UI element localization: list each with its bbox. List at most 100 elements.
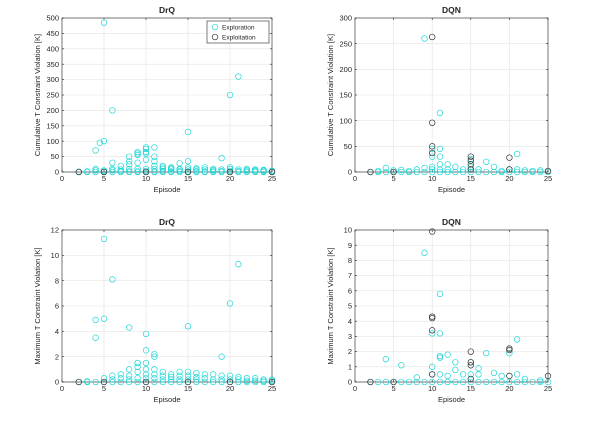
- data-point-exploration: [452, 378, 459, 386]
- legend-label-exploration: Exploration: [222, 24, 255, 31]
- data-point-exploration: [210, 371, 217, 378]
- data-point-exploration: [459, 168, 467, 176]
- data-point-exploration: [252, 377, 259, 384]
- data-point-exploration: [529, 378, 536, 386]
- panel-title: DrQ: [159, 217, 175, 227]
- data-point-exploration: [210, 376, 217, 383]
- data-point-exploration: [109, 159, 116, 166]
- series-exploration: [367, 35, 552, 176]
- data-point-exploration: [498, 167, 505, 175]
- data-point-exploration: [436, 166, 444, 173]
- data-point-exploitation: [467, 359, 474, 366]
- panel-drq-cumulative: 0 5 10 15 20 25050100150200250300350400450500…: [33, 5, 276, 194]
- data-point-exploration: [260, 376, 267, 383]
- data-point-exploration: [168, 378, 175, 386]
- data-point-exploration: [429, 330, 436, 337]
- data-point-exploration: [151, 162, 158, 169]
- data-point-exploration: [390, 167, 397, 174]
- data-point-exploration: [218, 154, 225, 162]
- data-point-exploration: [109, 376, 116, 383]
- data-point-exploration: [235, 73, 242, 80]
- data-point-exploration: [126, 366, 133, 373]
- data-point-exploration: [243, 375, 250, 382]
- data-point-exploration: [151, 366, 158, 373]
- data-point-exploration: [382, 164, 390, 172]
- data-point-exploitation: [429, 149, 436, 157]
- data-point-exploration: [513, 168, 521, 176]
- data-point-exploration: [184, 128, 192, 136]
- data-point-exploration: [151, 165, 158, 173]
- y-tick-label: 0: [55, 378, 59, 387]
- y-tick-label: 2: [348, 347, 352, 356]
- data-point-exploitation: [467, 348, 474, 355]
- data-point-exploration: [201, 378, 208, 386]
- data-point-exploration: [210, 165, 217, 173]
- data-point-exploration: [382, 168, 390, 176]
- data-point-exploration: [126, 153, 133, 160]
- data-point-exploration: [475, 378, 482, 386]
- data-point-exploration: [117, 166, 124, 173]
- series-exploration: [367, 249, 552, 386]
- data-point-exploration: [537, 167, 544, 174]
- y-tick-label: 9: [348, 241, 352, 250]
- data-point-exploitation: [367, 378, 374, 386]
- data-point-exploration: [490, 163, 498, 171]
- data-point-exploration: [260, 377, 267, 384]
- data-point-exploration: [142, 156, 150, 163]
- data-point-exploration: [92, 168, 99, 176]
- data-point-exploration: [252, 375, 259, 382]
- data-point-exploration: [398, 168, 405, 176]
- panel-dqn-maximum: 0 5 10 15 20 25 0 1 2 3 4 5 6 7 8 9 10 DQN Episode Maximum …: [326, 217, 552, 404]
- data-point-exploration: [506, 349, 513, 357]
- data-point-exploration: [226, 372, 234, 379]
- data-point-exploration: [168, 164, 175, 171]
- data-point-exploration: [421, 164, 428, 172]
- series-exploitation: [75, 168, 276, 176]
- data-point-exploitation: [100, 168, 108, 176]
- data-point-exploitation: [429, 313, 436, 320]
- data-point-exploration: [176, 368, 183, 376]
- data-point-exploration: [444, 168, 451, 176]
- x-tick-label: 5: [102, 174, 106, 183]
- x-tick-label: 15: [467, 174, 475, 183]
- data-point-exploration: [444, 166, 451, 173]
- data-point-exploration: [168, 373, 175, 381]
- data-point-exploration: [142, 148, 150, 156]
- data-point-exploration: [444, 161, 451, 168]
- legend: Exploration Exploitation: [206, 20, 270, 44]
- y-tick-label: 250: [46, 91, 59, 100]
- data-point-exploration: [117, 378, 124, 386]
- data-point-exploitation: [429, 228, 436, 235]
- data-point-exploration: [413, 374, 420, 381]
- data-point-exploration: [92, 334, 99, 341]
- data-point-exploration: [429, 163, 436, 171]
- data-point-exploration: [84, 168, 91, 175]
- data-point-exploration: [134, 159, 141, 166]
- data-point-exploration: [398, 378, 405, 386]
- data-point-exploration: [109, 107, 116, 114]
- panel-title: DrQ: [159, 5, 175, 15]
- y-axis-label: Cumulative T Constraint Violation [K]: [326, 34, 335, 156]
- data-point-exploration: [268, 376, 276, 383]
- data-point-exploration: [159, 378, 166, 386]
- data-point-exploration: [134, 148, 141, 156]
- data-point-exploration: [84, 378, 91, 385]
- data-point-exploration: [490, 168, 498, 176]
- data-point-exploration: [252, 166, 259, 173]
- data-point-exploitation: [75, 168, 82, 176]
- data-point-exploration: [142, 165, 150, 173]
- data-point-exploitation: [390, 168, 397, 176]
- data-point-exploration: [521, 378, 528, 386]
- data-point-exploitation: [390, 378, 397, 386]
- data-point-exploitation: [429, 371, 436, 378]
- data-point-exploitation: [467, 153, 474, 160]
- data-point-exploitation: [184, 168, 192, 176]
- data-point-exploration: [151, 158, 158, 165]
- y-tick-label: 300: [46, 75, 59, 84]
- data-point-exploration: [193, 369, 200, 377]
- data-point-exploration: [436, 330, 444, 337]
- data-point-exploration: [467, 163, 474, 171]
- data-point-exploitation: [268, 168, 276, 176]
- data-point-exploration: [218, 167, 225, 175]
